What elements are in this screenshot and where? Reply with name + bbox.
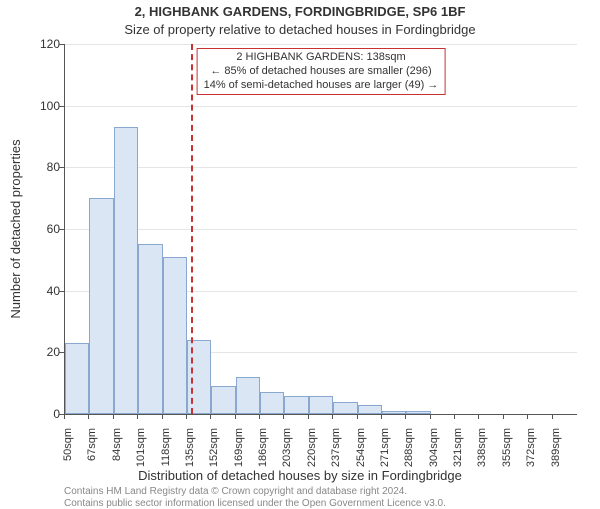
x-tick-mark [381, 414, 382, 419]
x-tick-mark [283, 414, 284, 419]
plot-area: 2 HIGHBANK GARDENS: 138sqm ← 85% of deta… [64, 44, 577, 415]
bar [89, 198, 113, 414]
bar [406, 411, 430, 414]
chart-title: 2, HIGHBANK GARDENS, FORDINGBRIDGE, SP6 … [0, 4, 600, 19]
x-tick-mark [137, 414, 138, 419]
y-tick-label: 80 [38, 160, 60, 174]
x-tick-mark [186, 414, 187, 419]
legend-line-1: 2 HIGHBANK GARDENS: 138sqm [204, 51, 439, 65]
bar [333, 402, 357, 414]
x-tick-mark [88, 414, 89, 419]
y-tick-label: 20 [38, 345, 60, 359]
bar [211, 386, 235, 414]
x-tick-mark [503, 414, 504, 419]
x-tick-mark [552, 414, 553, 419]
x-tick-mark [527, 414, 528, 419]
x-tick-mark [259, 414, 260, 419]
x-tick-mark [210, 414, 211, 419]
x-tick-mark [478, 414, 479, 419]
x-tick-mark [308, 414, 309, 419]
x-tick-mark [357, 414, 358, 419]
y-tick-label: 40 [38, 284, 60, 298]
x-tick-mark [162, 414, 163, 419]
grid-line [65, 106, 577, 107]
chart-subtitle: Size of property relative to detached ho… [0, 22, 600, 37]
bar [309, 396, 333, 415]
grid-line [65, 167, 577, 168]
bar [163, 257, 187, 414]
x-tick-mark [113, 414, 114, 419]
y-tick-label: 60 [38, 222, 60, 236]
x-axis-label: Distribution of detached houses by size … [0, 468, 600, 483]
grid-line [65, 44, 577, 45]
bar [236, 377, 260, 414]
legend-line-2: ← 85% of detached houses are smaller (29… [204, 65, 439, 79]
y-tick-label: 120 [38, 37, 60, 51]
x-tick-mark [332, 414, 333, 419]
grid-line [65, 229, 577, 230]
bar [65, 343, 89, 414]
x-tick-mark [235, 414, 236, 419]
legend-box: 2 HIGHBANK GARDENS: 138sqm ← 85% of deta… [197, 48, 446, 95]
chart-container: 2, HIGHBANK GARDENS, FORDINGBRIDGE, SP6 … [0, 0, 600, 500]
bar [358, 405, 382, 414]
reference-line [191, 44, 193, 414]
bar [260, 392, 284, 414]
y-tick-label: 100 [38, 99, 60, 113]
bar [284, 396, 308, 415]
y-tick-label: 0 [38, 407, 60, 421]
bar [382, 411, 406, 414]
footer-line-1: Contains HM Land Registry data © Crown c… [64, 486, 407, 497]
x-tick-mark [405, 414, 406, 419]
bar [114, 127, 138, 414]
x-tick-mark [64, 414, 65, 419]
x-tick-mark [454, 414, 455, 419]
bar [138, 244, 162, 414]
legend-line-3: 14% of semi-detached houses are larger (… [204, 79, 439, 93]
x-tick-mark [430, 414, 431, 419]
y-axis-label: Number of detached properties [8, 139, 23, 318]
